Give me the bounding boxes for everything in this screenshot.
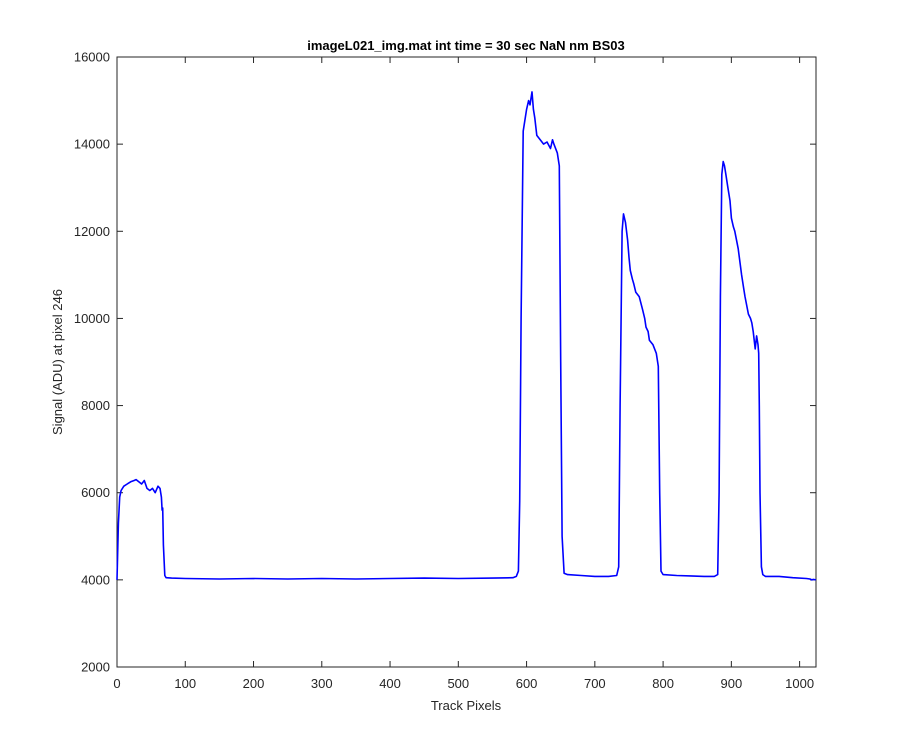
x-tick-label: 300 — [311, 676, 333, 691]
y-tick-label: 16000 — [74, 50, 110, 65]
chart-title: imageL021_img.mat int time = 30 sec NaN … — [307, 38, 625, 53]
x-tick-label: 100 — [174, 676, 196, 691]
series-line-0 — [116, 91, 817, 581]
plot-area — [116, 56, 817, 668]
y-tick-label: 6000 — [81, 485, 110, 500]
y-tick-label: 12000 — [74, 224, 110, 239]
x-axis-label: Track Pixels — [431, 698, 502, 713]
x-axis-ticks: 0 100 200 300 400 500 600 700 800 900 1000 — [113, 57, 814, 691]
y-axis-label: Signal (ADU) at pixel 246 — [50, 289, 65, 435]
x-tick-label: 400 — [379, 676, 401, 691]
series-group — [116, 91, 817, 581]
x-tick-label: 0 — [113, 676, 120, 691]
y-tick-label: 2000 — [81, 660, 110, 675]
x-tick-label: 900 — [721, 676, 743, 691]
x-tick-label: 200 — [243, 676, 265, 691]
y-tick-label: 4000 — [81, 572, 110, 587]
y-axis-ticks: 2000 4000 6000 8000 10000 12000 14000 16000 — [74, 50, 816, 675]
x-tick-label: 800 — [652, 676, 674, 691]
x-tick-label: 1000 — [785, 676, 814, 691]
y-tick-label: 8000 — [81, 398, 110, 413]
x-tick-label: 600 — [516, 676, 538, 691]
y-tick-label: 14000 — [74, 137, 110, 152]
x-tick-label: 700 — [584, 676, 606, 691]
y-tick-label: 10000 — [74, 311, 110, 326]
x-tick-label: 500 — [447, 676, 469, 691]
